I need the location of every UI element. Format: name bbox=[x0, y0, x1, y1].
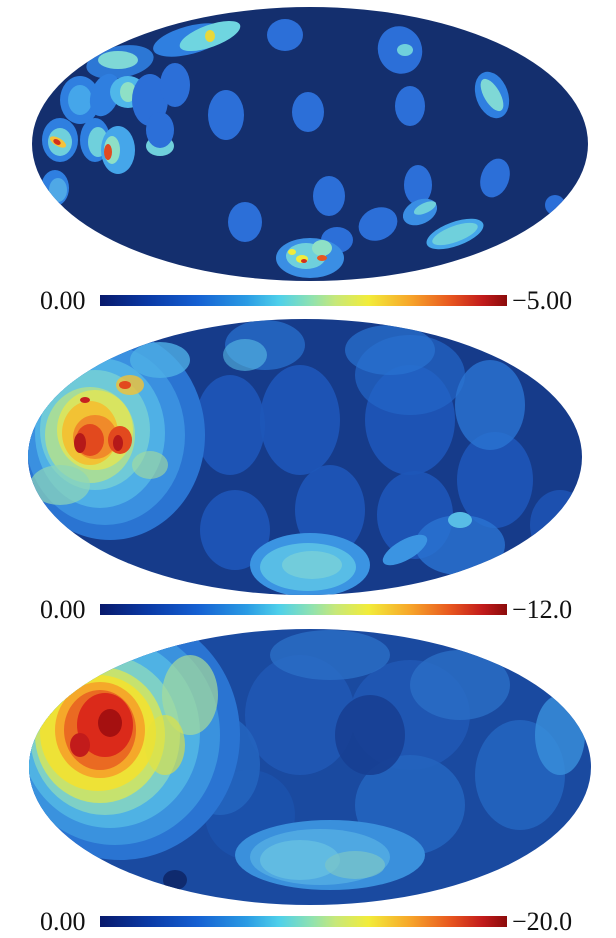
signal-blobs bbox=[41, 19, 565, 278]
colorbar-3: 0.00 −20.0 bbox=[0, 908, 616, 936]
colorbar-1: 0.00 −5.00 bbox=[0, 287, 616, 315]
colorbar-gradient bbox=[100, 295, 507, 306]
mollweide-map-3 bbox=[29, 629, 591, 905]
sky-map-panel-2: 0.00 −12.0 bbox=[0, 315, 616, 625]
colorbar-gradient bbox=[100, 604, 507, 615]
signal-blobs bbox=[29, 629, 585, 890]
sky-map-panel-1: 0.00 −5.00 bbox=[0, 0, 616, 315]
mollweide-map-2 bbox=[28, 319, 582, 595]
colorbar-min-label: 0.00 bbox=[40, 595, 86, 624]
mollweide-map-1 bbox=[32, 7, 588, 281]
sky-map-panel-3: 0.00 −20.0 bbox=[0, 625, 616, 938]
colorbar-min-label: 0.00 bbox=[40, 907, 86, 936]
colorbar-gradient bbox=[100, 916, 507, 927]
colorbar-max-label: −12.0 bbox=[512, 595, 573, 624]
colorbar-max-label: −5.00 bbox=[512, 286, 573, 315]
colorbar-2: 0.00 −12.0 bbox=[0, 596, 616, 624]
colorbar-min-label: 0.00 bbox=[40, 286, 86, 315]
colorbar-max-label: −20.0 bbox=[512, 907, 573, 936]
signal-blobs bbox=[28, 320, 582, 595]
